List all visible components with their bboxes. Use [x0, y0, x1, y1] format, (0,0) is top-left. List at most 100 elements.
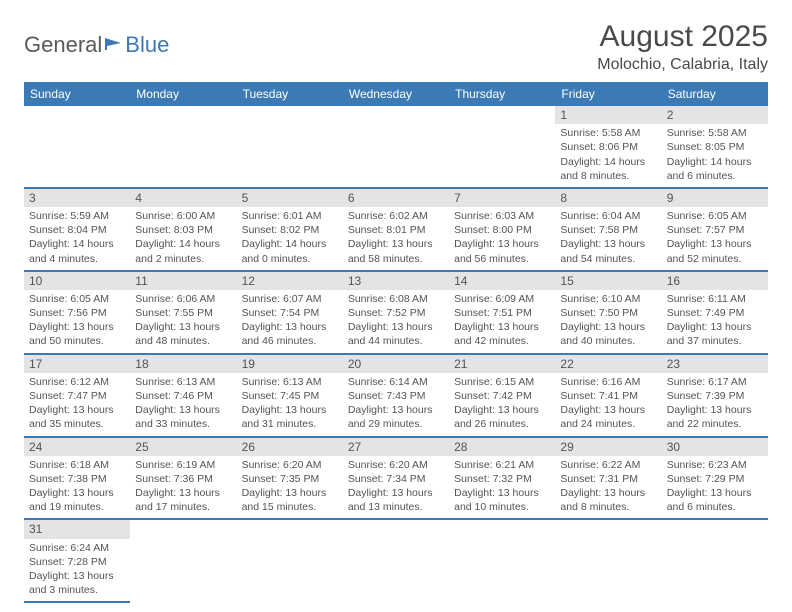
- daylight-text: Daylight: 13 hours and 56 minutes.: [454, 237, 550, 265]
- sunrise-text: Sunrise: 6:08 AM: [348, 292, 444, 306]
- calendar-cell: 13 Sunrise: 6:08 AMSunset: 7:52 PMDayligh…: [343, 271, 449, 354]
- logo-text-blue: Blue: [125, 32, 169, 58]
- calendar-cell: 6Sunrise: 6:02 AMSunset: 8:01 PMDaylight…: [343, 188, 449, 271]
- day-number: 4: [130, 189, 236, 207]
- sunrise-text: Sunrise: 6:06 AM: [135, 292, 231, 306]
- calendar-cell: [555, 519, 661, 602]
- daylight-text: Daylight: 13 hours and 19 minutes.: [29, 486, 125, 514]
- daylight-text: Daylight: 13 hours and 46 minutes.: [242, 320, 338, 348]
- calendar-cell: 3Sunrise: 5:59 AMSunset: 8:04 PMDaylight…: [24, 188, 130, 271]
- calendar-cell: [343, 106, 449, 188]
- sunset-text: Sunset: 7:45 PM: [242, 389, 338, 403]
- calendar-cell: 31Sunrise: 6:24 AMSunset: 7:28 PMDayligh…: [24, 519, 130, 602]
- day-header: Friday: [555, 82, 661, 106]
- calendar-cell: [24, 106, 130, 188]
- calendar-week: 3Sunrise: 5:59 AMSunset: 8:04 PMDaylight…: [24, 188, 768, 271]
- daylight-text: Daylight: 13 hours and 3 minutes.: [29, 569, 125, 597]
- daylight-text: Daylight: 13 hours and 48 minutes.: [135, 320, 231, 348]
- day-number: 29: [555, 438, 661, 456]
- daylight-text: Daylight: 14 hours and 2 minutes.: [135, 237, 231, 265]
- sunset-text: Sunset: 7:56 PM: [29, 306, 125, 320]
- calendar-cell: 26Sunrise: 6:20 AMSunset: 7:35 PMDayligh…: [237, 437, 343, 520]
- sunrise-text: Sunrise: 6:07 AM: [242, 292, 338, 306]
- sunset-text: Sunset: 7:43 PM: [348, 389, 444, 403]
- calendar-cell: [130, 519, 236, 602]
- sunset-text: Sunset: 8:00 PM: [454, 223, 550, 237]
- sunset-text: Sunset: 7:49 PM: [667, 306, 763, 320]
- flag-icon: [104, 32, 124, 58]
- day-number: 20: [343, 355, 449, 373]
- calendar-cell: 8Sunrise: 6:04 AMSunset: 7:58 PMDaylight…: [555, 188, 661, 271]
- daylight-text: Daylight: 13 hours and 37 minutes.: [667, 320, 763, 348]
- sunset-text: Sunset: 7:52 PM: [348, 306, 444, 320]
- daylight-text: Daylight: 13 hours and 17 minutes.: [135, 486, 231, 514]
- daylight-text: Daylight: 13 hours and 8 minutes.: [560, 486, 656, 514]
- calendar-table: SundayMondayTuesdayWednesdayThursdayFrid…: [24, 82, 768, 603]
- sunset-text: Sunset: 7:41 PM: [560, 389, 656, 403]
- day-number: 21: [449, 355, 555, 373]
- daylight-text: Daylight: 13 hours and 13 minutes.: [348, 486, 444, 514]
- day-header-row: SundayMondayTuesdayWednesdayThursdayFrid…: [24, 82, 768, 106]
- daylight-text: Daylight: 13 hours and 29 minutes.: [348, 403, 444, 431]
- calendar-cell: 22Sunrise: 6:16 AMSunset: 7:41 PMDayligh…: [555, 354, 661, 437]
- sunrise-text: Sunrise: 6:01 AM: [242, 209, 338, 223]
- sunrise-text: Sunrise: 6:00 AM: [135, 209, 231, 223]
- daylight-text: Daylight: 13 hours and 44 minutes.: [348, 320, 444, 348]
- sunrise-text: Sunrise: 6:20 AM: [348, 458, 444, 472]
- sunrise-text: Sunrise: 6:14 AM: [348, 375, 444, 389]
- day-number: 22: [555, 355, 661, 373]
- sunset-text: Sunset: 7:32 PM: [454, 472, 550, 486]
- sunset-text: Sunset: 8:04 PM: [29, 223, 125, 237]
- sunset-text: Sunset: 8:05 PM: [667, 140, 763, 154]
- calendar-cell: 7Sunrise: 6:03 AMSunset: 8:00 PMDaylight…: [449, 188, 555, 271]
- calendar-cell: 27Sunrise: 6:20 AMSunset: 7:34 PMDayligh…: [343, 437, 449, 520]
- daylight-text: Daylight: 13 hours and 24 minutes.: [560, 403, 656, 431]
- calendar-cell: 10Sunrise: 6:05 AMSunset: 7:56 PMDayligh…: [24, 271, 130, 354]
- calendar-cell: [237, 106, 343, 188]
- daylight-text: Daylight: 13 hours and 22 minutes.: [667, 403, 763, 431]
- logo-text-general: General: [24, 32, 102, 58]
- sunrise-text: Sunrise: 5:58 AM: [667, 126, 763, 140]
- sunset-text: Sunset: 7:55 PM: [135, 306, 231, 320]
- day-number: 24: [24, 438, 130, 456]
- sunset-text: Sunset: 7:28 PM: [29, 555, 125, 569]
- sunrise-text: Sunrise: 6:22 AM: [560, 458, 656, 472]
- daylight-text: Daylight: 13 hours and 42 minutes.: [454, 320, 550, 348]
- calendar-week: 10Sunrise: 6:05 AMSunset: 7:56 PMDayligh…: [24, 271, 768, 354]
- day-number: 5: [237, 189, 343, 207]
- sunset-text: Sunset: 7:38 PM: [29, 472, 125, 486]
- sunset-text: Sunset: 7:51 PM: [454, 306, 550, 320]
- sunrise-text: Sunrise: 6:02 AM: [348, 209, 444, 223]
- calendar-cell: [343, 519, 449, 602]
- sunrise-text: Sunrise: 6:09 AM: [454, 292, 550, 306]
- sunset-text: Sunset: 7:50 PM: [560, 306, 656, 320]
- calendar-cell: [449, 106, 555, 188]
- day-header: Wednesday: [343, 82, 449, 106]
- sunset-text: Sunset: 8:06 PM: [560, 140, 656, 154]
- sunrise-text: Sunrise: 6:05 AM: [667, 209, 763, 223]
- calendar-cell: 5Sunrise: 6:01 AMSunset: 8:02 PMDaylight…: [237, 188, 343, 271]
- sunrise-text: Sunrise: 6:21 AM: [454, 458, 550, 472]
- daylight-text: Daylight: 13 hours and 40 minutes.: [560, 320, 656, 348]
- sunset-text: Sunset: 7:36 PM: [135, 472, 231, 486]
- daylight-text: Daylight: 13 hours and 52 minutes.: [667, 237, 763, 265]
- calendar-cell: [237, 519, 343, 602]
- sunset-text: Sunset: 7:47 PM: [29, 389, 125, 403]
- day-number: 9: [662, 189, 768, 207]
- sunset-text: Sunset: 7:34 PM: [348, 472, 444, 486]
- sunset-text: Sunset: 7:35 PM: [242, 472, 338, 486]
- day-number: 10: [24, 272, 130, 290]
- calendar-cell: 30Sunrise: 6:23 AMSunset: 7:29 PMDayligh…: [662, 437, 768, 520]
- day-number: 13: [343, 272, 449, 290]
- calendar-cell: 14Sunrise: 6:09 AMSunset: 7:51 PMDayligh…: [449, 271, 555, 354]
- sunrise-text: Sunrise: 6:13 AM: [135, 375, 231, 389]
- month-title: August 2025: [597, 20, 768, 54]
- daylight-text: Daylight: 14 hours and 0 minutes.: [242, 237, 338, 265]
- calendar-cell: [662, 519, 768, 602]
- day-number: 28: [449, 438, 555, 456]
- daylight-text: Daylight: 13 hours and 54 minutes.: [560, 237, 656, 265]
- sunset-text: Sunset: 7:46 PM: [135, 389, 231, 403]
- calendar-cell: 12Sunrise: 6:07 AMSunset: 7:54 PMDayligh…: [237, 271, 343, 354]
- day-number: 18: [130, 355, 236, 373]
- day-number: 2: [662, 106, 768, 124]
